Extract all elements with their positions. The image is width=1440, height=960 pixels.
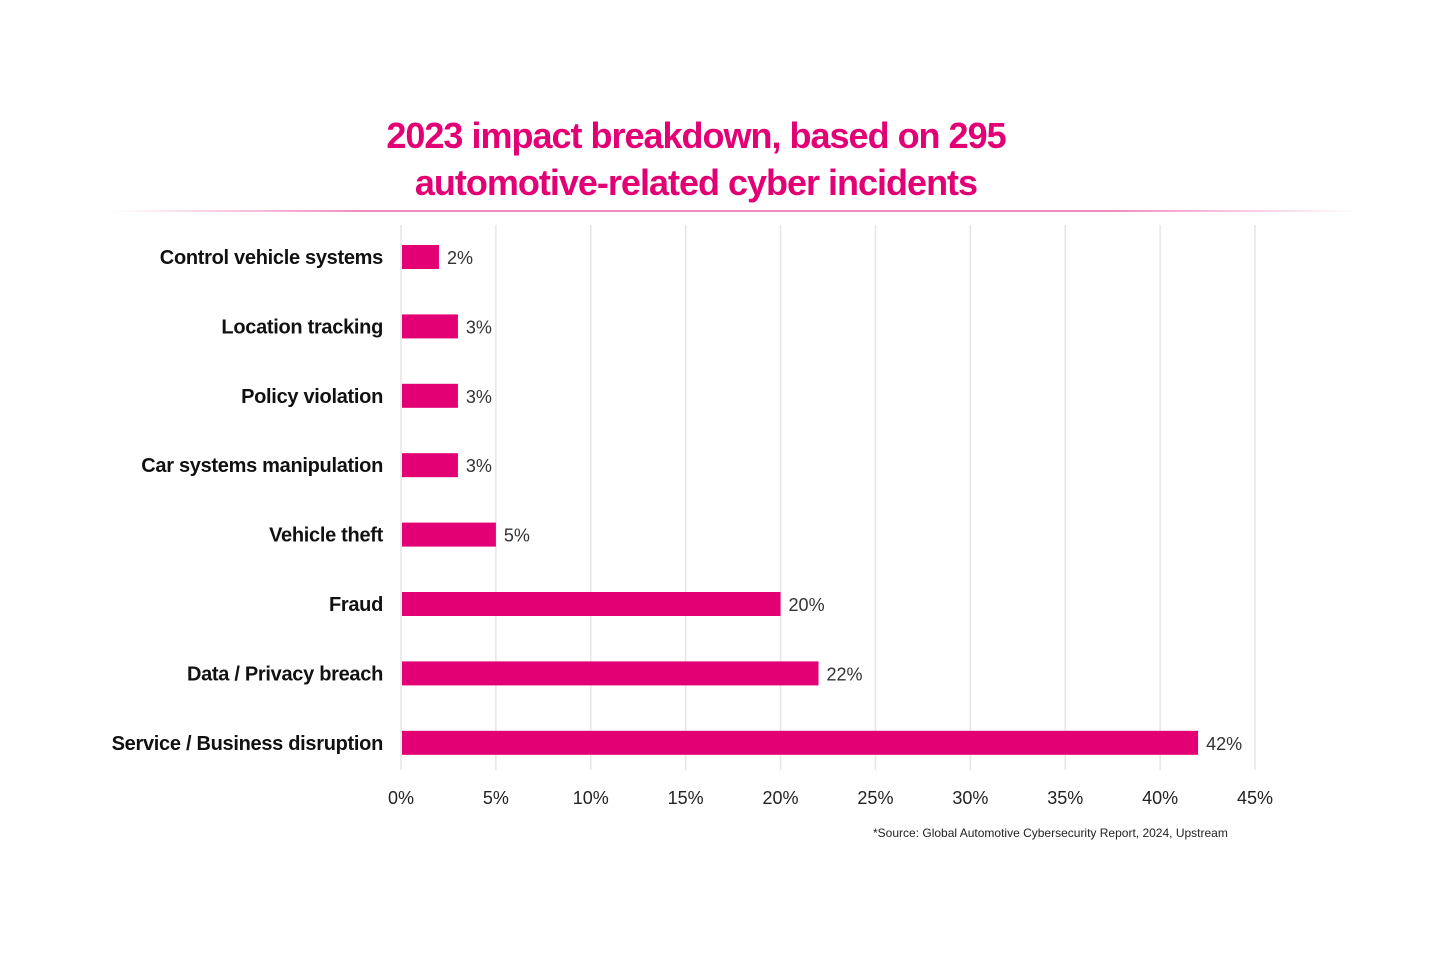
bar	[402, 383, 458, 408]
chart-title-line-1: 2023 impact breakdown, based on 295	[386, 115, 1006, 156]
bar	[402, 522, 496, 547]
data-label: 22%	[827, 664, 863, 684]
x-tick-label: 40%	[1142, 788, 1178, 808]
chart-title-line-2: automotive-related cyber incidents	[414, 162, 978, 203]
bar	[402, 314, 458, 339]
data-label: 3%	[466, 456, 492, 476]
x-tick-label: 35%	[1047, 788, 1083, 808]
x-tick-label: 5%	[483, 788, 509, 808]
data-label: 20%	[789, 595, 825, 615]
x-tick-label: 20%	[763, 788, 799, 808]
x-tick-label: 15%	[668, 788, 704, 808]
x-tick-label: 10%	[573, 788, 609, 808]
bar	[402, 592, 781, 616]
x-tick-label: 45%	[1237, 788, 1273, 808]
bar	[402, 245, 439, 269]
category-label: Policy violation	[241, 386, 383, 408]
category-label: Vehicle theft	[269, 525, 384, 547]
bar	[402, 730, 1199, 755]
data-label: 3%	[466, 387, 492, 407]
x-tick-label: 0%	[388, 788, 414, 808]
category-label: Car systems manipulation	[141, 455, 383, 477]
x-tick-label: 30%	[952, 788, 988, 808]
bar	[402, 661, 819, 686]
category-label: Control vehicle systems	[160, 247, 383, 269]
category-label: Service / Business disruption	[112, 733, 383, 755]
category-label: Data / Privacy breach	[187, 663, 383, 685]
data-label: 2%	[447, 248, 473, 268]
chart-title: 2023 impact breakdown, based on 295 auto…	[0, 112, 1392, 206]
bar	[402, 453, 458, 478]
title-divider	[110, 210, 1360, 212]
data-label: 42%	[1206, 734, 1242, 754]
category-label: Location tracking	[221, 316, 383, 338]
data-label: 3%	[466, 317, 492, 337]
source-note: *Source: Global Automotive Cybersecurity…	[873, 826, 1228, 840]
data-label: 5%	[504, 526, 530, 546]
x-tick-label: 25%	[857, 788, 893, 808]
category-label: Fraud	[329, 594, 383, 616]
